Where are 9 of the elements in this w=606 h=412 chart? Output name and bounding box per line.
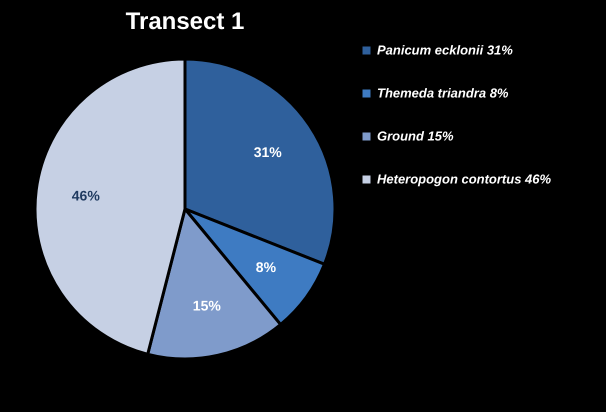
legend-label: Themeda triandra 8% <box>377 86 509 100</box>
data-label: 15% <box>192 298 222 314</box>
data-label: 31% <box>254 144 282 160</box>
data-label: 46% <box>72 187 100 204</box>
legend-label: Ground 15% <box>377 128 454 144</box>
legend-label: Panicum ecklonii 31% <box>377 42 514 58</box>
legend-label: Heteropogon contortus 46% <box>377 172 552 186</box>
chart-title: Transect 1 <box>126 8 244 35</box>
data-label: 8% <box>256 258 277 275</box>
